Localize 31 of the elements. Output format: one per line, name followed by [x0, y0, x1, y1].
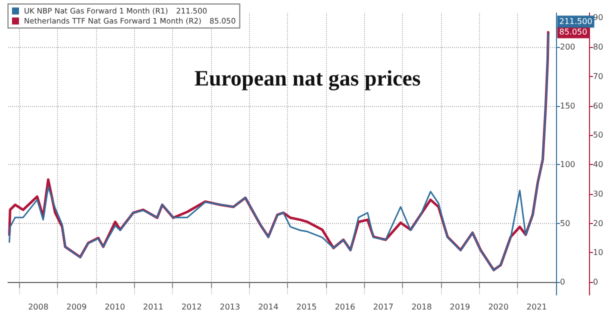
- x-tick-label: 2009: [66, 302, 87, 312]
- y2-tick-label: 10: [593, 248, 604, 258]
- text: European nat gas prices: [194, 66, 422, 90]
- x-tick-label: 2020: [488, 302, 509, 312]
- x-tick-label: 2008: [28, 302, 48, 312]
- y2-tick-label: 60: [593, 101, 604, 110]
- y-tick-label: 0: [560, 278, 566, 287]
- y2-tick-label: 0: [593, 278, 598, 287]
- x-tick-label: 2015: [296, 302, 317, 312]
- y2-tick-label: 70: [593, 72, 604, 81]
- y-tick-label: 200: [560, 42, 576, 52]
- x-tick-label: 2014: [258, 302, 278, 312]
- x-tick-label: 2012: [181, 302, 202, 312]
- x-tick-label: 2016: [334, 302, 356, 312]
- y-tick-label: 100: [560, 160, 576, 170]
- x-tick-label: 2018: [411, 302, 432, 312]
- x-tick-label: 2019: [450, 302, 470, 312]
- y2-tick-label: 40: [593, 160, 604, 170]
- y-tick-label: 50: [560, 218, 570, 228]
- x-tick-label: 2013: [220, 302, 240, 312]
- y-tick-label: 150: [560, 101, 576, 110]
- x-tick-label: 2021: [526, 302, 547, 312]
- data-label: 211.500: [559, 17, 592, 26]
- y2-tick-label: 20: [593, 218, 604, 228]
- y2-tick-label: 80: [593, 42, 604, 52]
- y2-tick-label: 30: [593, 189, 604, 198]
- x-tick-label: 2017: [373, 302, 394, 312]
- y2-tick-label: 50: [593, 130, 604, 140]
- x-tick-label: 2010: [104, 302, 126, 312]
- data-label: 85.050: [559, 28, 588, 37]
- x-tick-label: 2011: [143, 302, 164, 312]
